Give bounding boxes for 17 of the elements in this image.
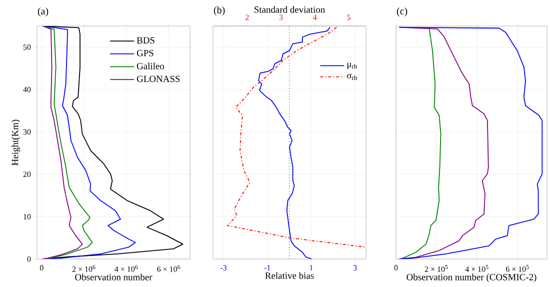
legend-label: BDS bbox=[136, 37, 154, 44]
line-series bbox=[42, 26, 83, 259]
x-axis-title: Relative bias bbox=[265, 272, 314, 279]
x2-axis-title: Standard deviation bbox=[254, 6, 325, 13]
legend-label: GPS bbox=[136, 50, 154, 56]
line-series bbox=[42, 26, 93, 259]
chart-title: (c) bbox=[396, 7, 408, 17]
x-axis-title: Observation number bbox=[75, 274, 152, 280]
x-axis-title: Observation number (COSMIC-2) bbox=[406, 274, 536, 282]
legend-label: μ$_{rb}$ bbox=[347, 62, 357, 70]
line-series bbox=[42, 26, 136, 259]
legend-label: σ$_{rb}$ bbox=[347, 74, 358, 80]
legend-label: GLONASS bbox=[136, 76, 180, 82]
legend-label: Galileo bbox=[136, 62, 164, 70]
chart-title: (b) bbox=[214, 6, 225, 16]
chart-title: (a) bbox=[38, 7, 48, 17]
y-axis-title: Height(Km) bbox=[12, 120, 20, 166]
